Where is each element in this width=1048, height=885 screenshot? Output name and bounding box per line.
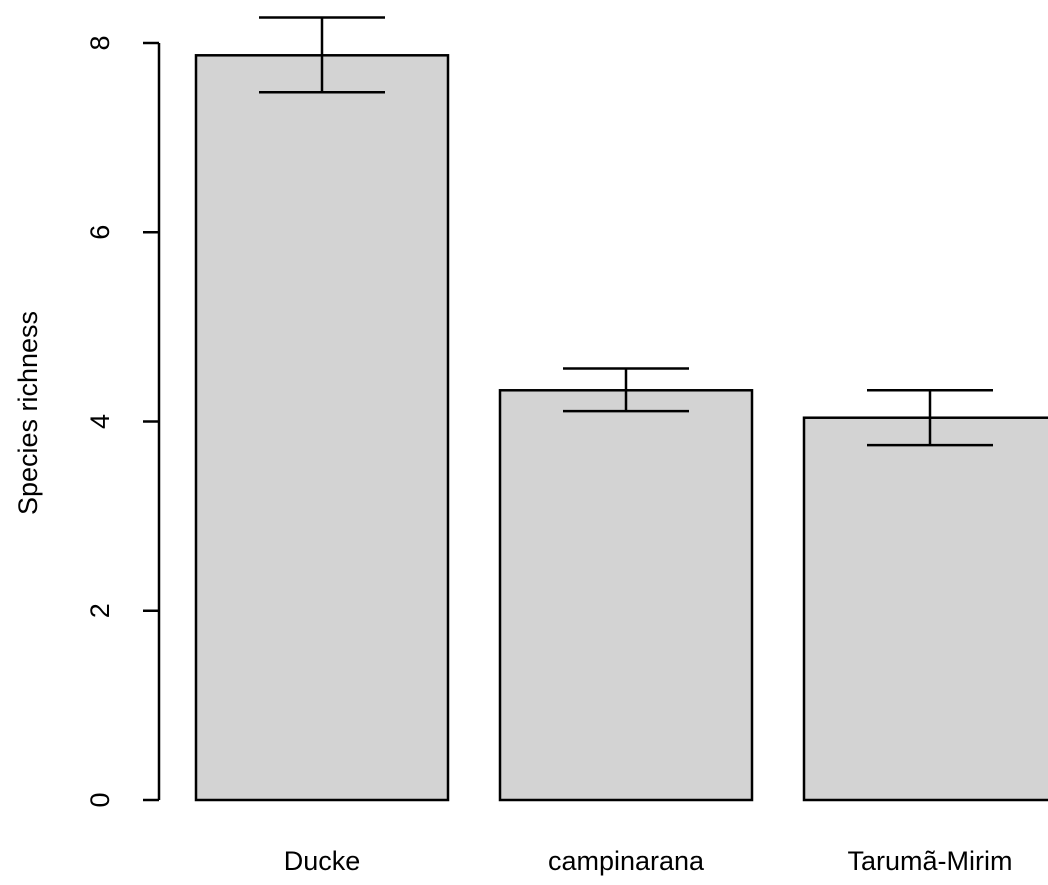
x-axis-labels: Ducke campinarana Tarumã-Mirim [284,846,1013,876]
bars-group [194,54,1048,802]
bar-2 [802,416,1048,802]
y-tick-label-4: 8 [85,35,115,50]
y-tick-label-0: 0 [85,792,115,807]
y-axis: 0 2 4 6 8 [85,35,161,808]
y-axis-label: Species richness [13,311,43,515]
y-tick-label-2: 4 [85,414,115,429]
error-bar-2 [867,389,993,447]
error-bar-1 [563,367,689,413]
x-tick-label-1: campinarana [548,846,705,876]
y-tick-label-1: 2 [85,603,115,618]
bar-0 [194,54,450,802]
x-tick-label-0: Ducke [284,846,361,876]
bar-1 [498,389,754,802]
error-bars-group [259,16,993,447]
y-tick-label-3: 6 [85,225,115,240]
error-bar-0 [259,16,385,94]
x-tick-label-2: Tarumã-Mirim [848,846,1013,876]
